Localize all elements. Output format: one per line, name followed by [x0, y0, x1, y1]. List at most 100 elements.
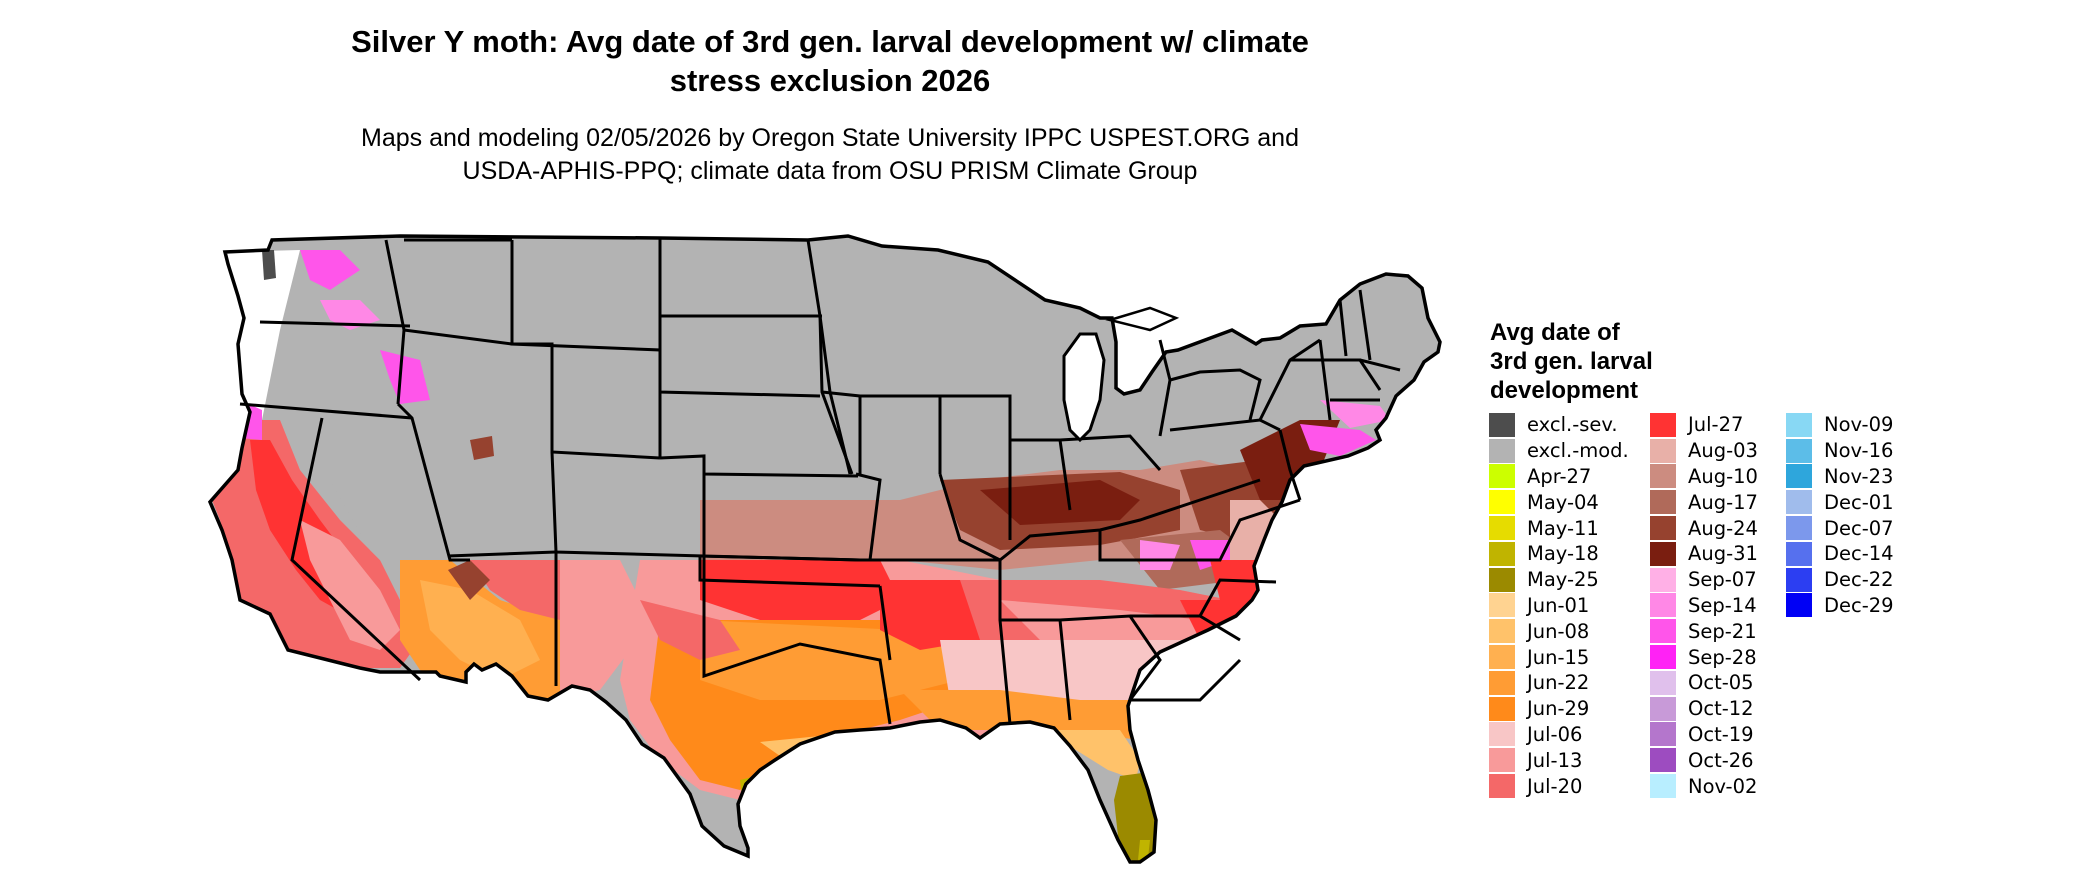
legend-item: Dec-14 — [1786, 541, 1894, 567]
legend-item: Apr-27 — [1489, 464, 1629, 490]
legend-label: excl.-sev. — [1527, 413, 1618, 437]
legend-item: Oct-05 — [1650, 670, 1758, 696]
legend-label: Jun-08 — [1527, 619, 1590, 643]
legend-swatch — [1489, 490, 1515, 515]
legend-item: Jun-01 — [1489, 593, 1629, 619]
legend-swatch — [1489, 748, 1515, 773]
legend-label: Aug-31 — [1688, 542, 1758, 566]
legend-item: Jul-20 — [1489, 773, 1629, 799]
legend-item: Oct-12 — [1650, 696, 1758, 722]
legend-item: Aug-10 — [1650, 464, 1758, 490]
legend-swatch — [1786, 567, 1812, 592]
legend-item: Dec-29 — [1786, 593, 1894, 619]
legend-swatch — [1489, 774, 1515, 799]
legend-item: Sep-28 — [1650, 644, 1758, 670]
legend-label: Jul-20 — [1527, 774, 1583, 798]
legend-label: Jul-13 — [1527, 748, 1583, 772]
legend-swatch — [1650, 645, 1676, 670]
legend-swatch — [1650, 438, 1676, 463]
legend-label: Sep-21 — [1688, 619, 1757, 643]
legend-swatch — [1786, 438, 1812, 463]
legend-item: Sep-07 — [1650, 567, 1758, 593]
legend-label: May-25 — [1527, 568, 1599, 592]
legend-column-2: Jul-27 Aug-03 Aug-10 Aug-17 Aug-24 Aug-31 Sep-… — [1650, 412, 1758, 799]
legend-label: May-18 — [1527, 542, 1599, 566]
legend-label: Oct-26 — [1688, 748, 1754, 772]
lake-superior-edge — [1105, 306, 1180, 332]
legend-item: Dec-22 — [1786, 567, 1894, 593]
legend-column-1: excl.-sev. excl.-mod. Apr-27 May-04 May-11 Ma… — [1489, 412, 1629, 799]
legend-swatch — [1489, 593, 1515, 618]
legend-item: Nov-23 — [1786, 464, 1894, 490]
legend-label: May-04 — [1527, 490, 1599, 514]
legend-swatch — [1489, 438, 1515, 463]
legend-item: May-25 — [1489, 567, 1629, 593]
map-title-line2: stress exclusion 2026 — [669, 63, 991, 98]
legend-swatch — [1650, 670, 1676, 695]
legend-label: Aug-24 — [1688, 516, 1758, 540]
legend-label: Nov-23 — [1824, 464, 1894, 488]
legend-label: Nov-09 — [1824, 413, 1894, 437]
state-borders — [239, 238, 1401, 725]
legend-label: Oct-05 — [1688, 671, 1754, 695]
legend-item: Nov-09 — [1786, 412, 1894, 438]
legend-item: Jun-22 — [1489, 670, 1629, 696]
legend-label: Jul-27 — [1688, 413, 1744, 437]
legend-item: Aug-03 — [1650, 438, 1758, 464]
legend-item: Aug-17 — [1650, 489, 1758, 515]
legend-swatch — [1489, 541, 1515, 566]
legend-label: Sep-14 — [1688, 593, 1757, 617]
legend-swatch — [1650, 774, 1676, 799]
legend-swatch — [1650, 464, 1676, 489]
us-map — [208, 234, 1442, 864]
legend-swatch — [1650, 593, 1676, 618]
legend-swatch — [1489, 696, 1515, 721]
legend-item: Jun-15 — [1489, 644, 1629, 670]
legend-item: Jul-06 — [1489, 722, 1629, 748]
legend-swatch — [1650, 490, 1676, 515]
legend-title-line1: Avg date of — [1490, 319, 1620, 346]
legend-item: Jun-08 — [1489, 618, 1629, 644]
legend-swatch — [1489, 412, 1515, 437]
legend-item: Oct-26 — [1650, 747, 1758, 773]
legend-label: Oct-12 — [1688, 697, 1754, 721]
legend-swatch — [1786, 412, 1812, 437]
legend-swatch — [1489, 722, 1515, 747]
legend-item: Dec-01 — [1786, 489, 1894, 515]
legend-item: Jul-27 — [1650, 412, 1758, 438]
legend-swatch — [1786, 516, 1812, 541]
legend-label: Jul-06 — [1527, 722, 1583, 746]
map-title-line1: Silver Y moth: Avg date of 3rd gen. larv… — [351, 24, 1309, 59]
legend-label: Dec-07 — [1824, 516, 1894, 540]
legend-swatch — [1650, 567, 1676, 592]
legend-label: Apr-27 — [1527, 464, 1592, 488]
legend-swatch — [1489, 464, 1515, 489]
legend-item: Nov-16 — [1786, 438, 1894, 464]
legend-item: May-18 — [1489, 541, 1629, 567]
legend-column-3: Nov-09 Nov-16 Nov-23 Dec-01 Dec-07 Dec-14 Dec-… — [1786, 412, 1894, 618]
legend-swatch — [1489, 516, 1515, 541]
legend-title-line2: 3rd gen. larval — [1490, 348, 1653, 375]
legend-item: Sep-21 — [1650, 618, 1758, 644]
legend-label: Aug-10 — [1688, 464, 1758, 488]
legend-label: Dec-14 — [1824, 542, 1894, 566]
legend-swatch — [1650, 748, 1676, 773]
legend-item: May-11 — [1489, 515, 1629, 541]
legend-swatch — [1786, 490, 1812, 515]
legend-swatch — [1489, 619, 1515, 644]
legend-item: Aug-24 — [1650, 515, 1758, 541]
legend-label: Aug-03 — [1688, 439, 1758, 463]
legend-swatch — [1650, 541, 1676, 566]
legend-swatch — [1489, 670, 1515, 695]
legend-item: Dec-07 — [1786, 515, 1894, 541]
legend-label: excl.-mod. — [1527, 439, 1629, 463]
legend-item: Nov-02 — [1650, 773, 1758, 799]
legend-swatch — [1489, 645, 1515, 670]
legend-label: Dec-22 — [1824, 568, 1894, 592]
legend-swatch — [1489, 567, 1515, 592]
legend-swatch — [1650, 696, 1676, 721]
development-date-fill — [212, 250, 1390, 862]
legend-item: Jun-29 — [1489, 696, 1629, 722]
legend-swatch — [1786, 593, 1812, 618]
legend-label: Dec-01 — [1824, 490, 1894, 514]
